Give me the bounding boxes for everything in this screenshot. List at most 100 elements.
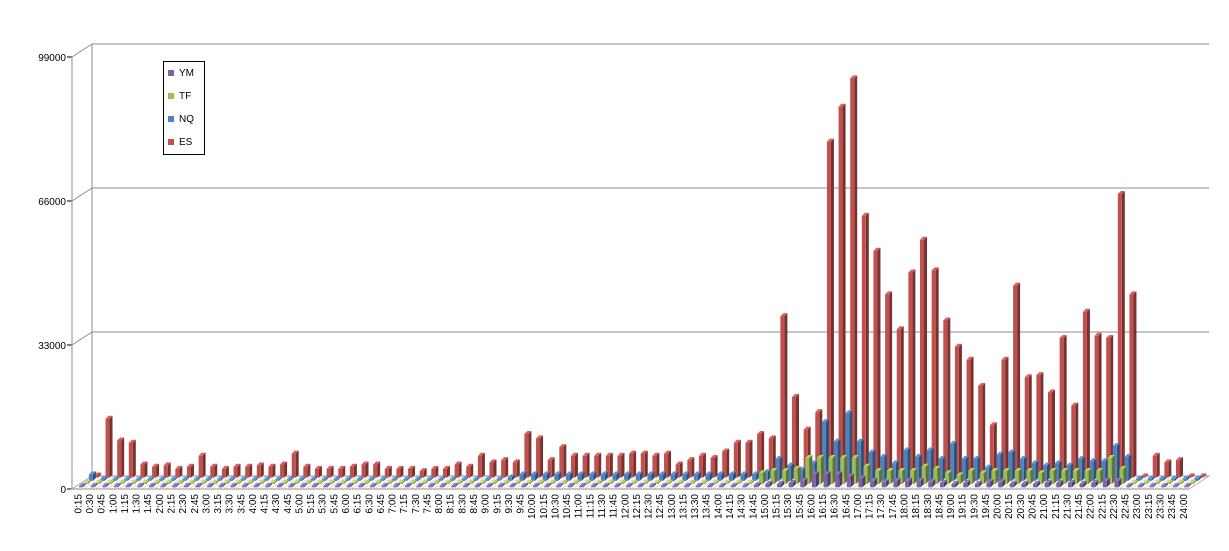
bar-side (169, 479, 173, 485)
bar-ym (544, 483, 552, 488)
bar-side (668, 450, 672, 478)
bar-top (118, 479, 126, 483)
bar-side (889, 291, 893, 478)
bar-side (395, 476, 399, 481)
x-tick-label: 10:30 (550, 494, 561, 519)
bar-side (832, 454, 836, 485)
bar-top (846, 473, 854, 477)
bar-nq (1136, 475, 1144, 481)
bar-front (559, 447, 564, 478)
bar-front (1001, 359, 1006, 478)
bar-nq (577, 471, 585, 481)
floor-grid-line (176, 475, 197, 490)
bar-top (396, 465, 404, 469)
bar-top (240, 476, 248, 480)
bar-nq (996, 451, 1004, 481)
floor-grid-line (607, 475, 628, 490)
bar-side (737, 439, 741, 478)
bar-side (930, 447, 934, 481)
floor-grid-line (700, 475, 721, 490)
x-tick-label: 13:45 (702, 494, 713, 519)
bar-ym (439, 483, 447, 488)
bar-top (998, 479, 1006, 483)
bar-top (728, 471, 736, 475)
floor-grid-line (560, 475, 581, 490)
bar-nq (88, 471, 96, 481)
bar-side (844, 454, 848, 485)
bar-side (702, 452, 706, 478)
floor-grid-line (1130, 475, 1151, 490)
bar-side (594, 483, 598, 488)
bar-top (170, 476, 178, 480)
bar-front (951, 483, 956, 488)
bar-front (427, 486, 432, 488)
bar-top (991, 468, 999, 472)
bar-side (732, 471, 736, 481)
bar-front (590, 486, 595, 488)
bar-es (861, 212, 869, 478)
bar-front (233, 466, 238, 478)
bar-nq (717, 471, 725, 481)
bar-top (1038, 470, 1046, 474)
bar-side (129, 483, 133, 488)
bar-side (460, 479, 464, 485)
bar-side (420, 483, 424, 488)
bar-front (1059, 337, 1064, 478)
bar-es (361, 461, 369, 478)
bar-top (489, 459, 497, 463)
bar-side (1012, 449, 1016, 481)
floor-grid-line (304, 475, 325, 490)
bar-front (477, 455, 482, 478)
bar-front (381, 486, 386, 488)
bar-side (190, 463, 194, 478)
bar-front (299, 486, 304, 488)
bar-side (1037, 480, 1041, 488)
bar-top (398, 479, 406, 483)
bar-ym (230, 483, 238, 488)
floor-grid-line (1142, 475, 1163, 490)
bar-front (1049, 471, 1054, 485)
bar-top (963, 480, 971, 484)
bar-top (175, 465, 183, 469)
bar-top (451, 483, 459, 487)
bar-es (221, 465, 229, 478)
bar-top (298, 476, 306, 480)
bar-front (577, 474, 582, 481)
floor-grid-line (223, 475, 244, 490)
bar-side (1093, 458, 1097, 481)
bar-ym (672, 483, 680, 488)
bar-side (616, 471, 620, 481)
bar-front (442, 468, 447, 478)
bar-top (928, 479, 936, 483)
bar-top (826, 138, 834, 142)
bar-es (128, 439, 136, 478)
bar-front (531, 474, 536, 481)
bar-ym (1160, 483, 1168, 488)
bar-top (1044, 480, 1052, 484)
bar-side (1058, 460, 1062, 481)
bar-nq (1182, 475, 1190, 481)
bar-es (629, 450, 637, 478)
bar-top (933, 465, 941, 469)
x-tick-label: 1:30 (132, 494, 143, 514)
floor-grid-line (153, 475, 174, 490)
bar-front (1170, 478, 1175, 481)
bar-front (334, 486, 339, 488)
x-tick-label: 12:00 (620, 494, 631, 519)
bar-side (1047, 462, 1051, 481)
bar-front (903, 450, 908, 481)
bar-side (1193, 479, 1197, 485)
bar-top (782, 468, 790, 472)
x-tick-label: 18:15 (911, 494, 922, 519)
bar-side (862, 475, 866, 488)
bar-top (607, 479, 615, 483)
bar-top (521, 483, 529, 487)
bar-top (780, 313, 788, 317)
bar-front (1056, 483, 1061, 488)
bar-ym (649, 483, 657, 488)
bar-top (757, 430, 765, 434)
bar-side (1025, 480, 1029, 488)
bar-es (198, 452, 206, 478)
bar-front (956, 475, 961, 485)
bar-top (228, 476, 236, 480)
